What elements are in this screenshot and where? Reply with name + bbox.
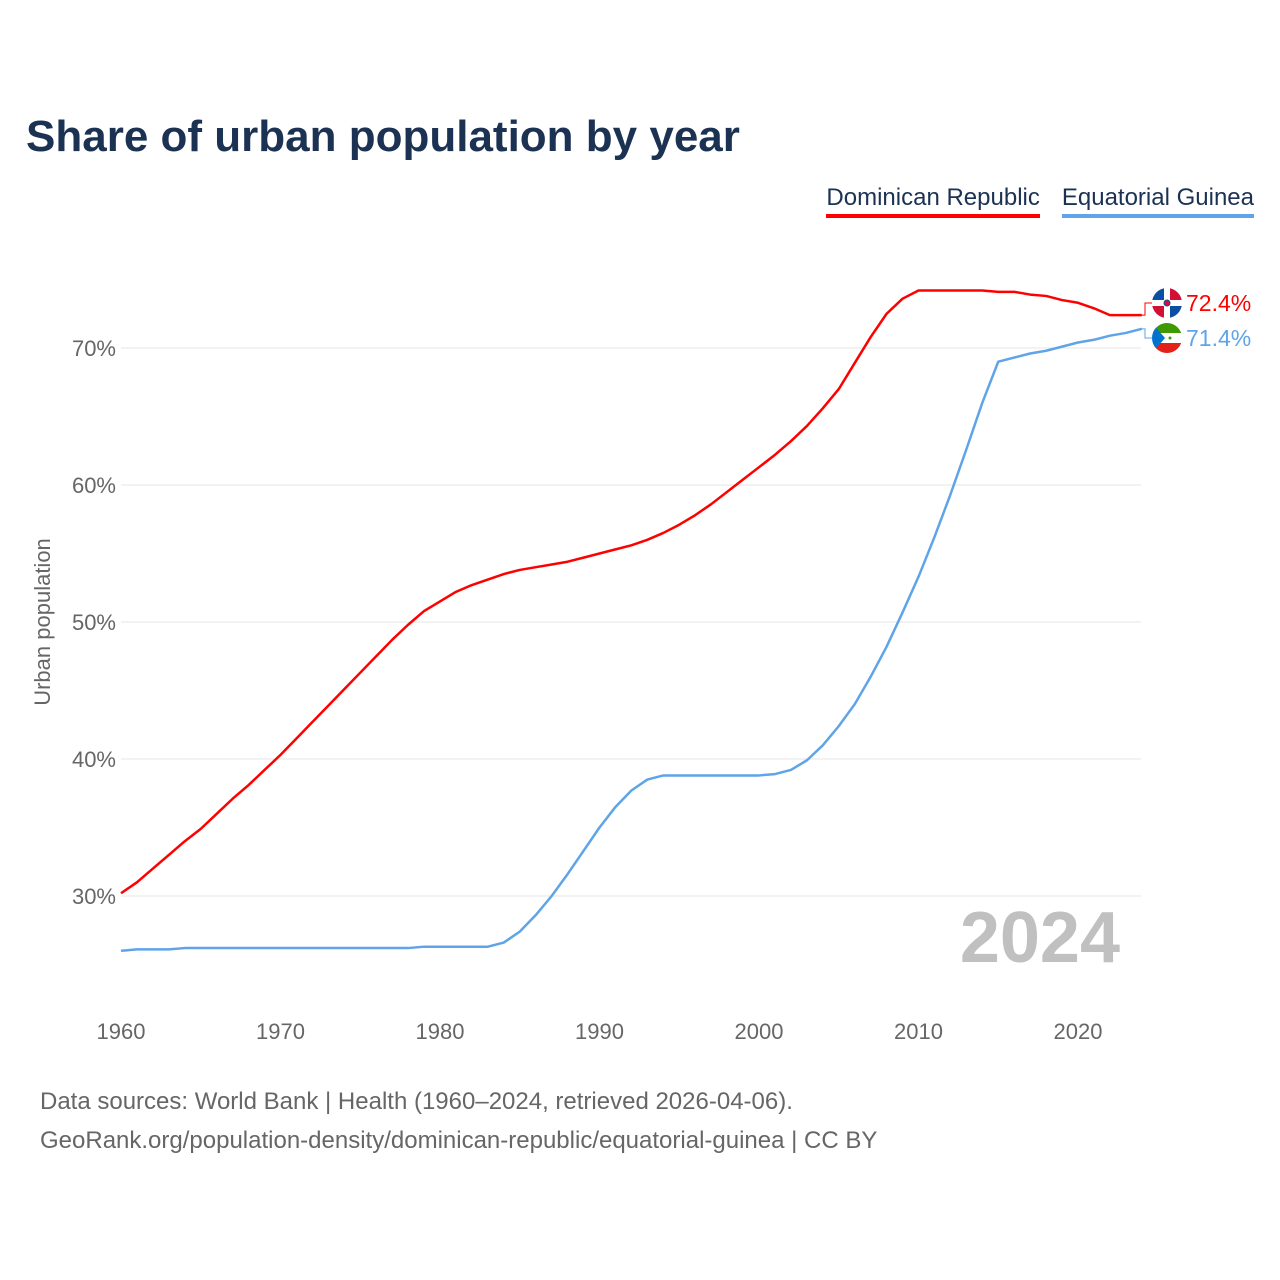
end-value-label: 71.4% xyxy=(1186,325,1251,351)
end-connector xyxy=(1141,302,1152,316)
legend-item-dominican-republic[interactable]: Dominican Republic xyxy=(826,184,1040,218)
y-tick-label: 40% xyxy=(72,747,116,772)
y-tick-label: 70% xyxy=(72,336,116,361)
source-link[interactable]: GeoRank.org/population-density/dominican… xyxy=(40,1127,878,1154)
flag-dominican-republic-icon xyxy=(1152,288,1182,318)
x-tick-label: 1990 xyxy=(575,1019,624,1044)
series-line-dominican-republic xyxy=(120,289,1142,895)
x-tick-label: 1960 xyxy=(97,1019,146,1044)
y-axis-label: Urban population xyxy=(30,538,55,706)
year-watermark: 2024 xyxy=(960,898,1120,978)
end-connector xyxy=(1141,328,1152,339)
x-tick-label: 1980 xyxy=(416,1019,465,1044)
flag-q xyxy=(1152,306,1164,318)
legend: Dominican Republic Equatorial Guinea xyxy=(826,184,1254,218)
legend-item-equatorial-guinea[interactable]: Equatorial Guinea xyxy=(1061,184,1254,218)
chart-title: Share of urban population by year xyxy=(26,112,740,161)
flag-q xyxy=(1170,288,1182,300)
end-value-label: 72.4% xyxy=(1186,290,1251,316)
x-tick-label: 2020 xyxy=(1054,1019,1103,1044)
flag-equatorial-guinea-icon xyxy=(1152,323,1182,353)
flag-triangle xyxy=(1152,323,1165,353)
flag-q xyxy=(1170,306,1182,318)
flag-emblem xyxy=(1163,299,1171,307)
flag-q xyxy=(1152,288,1164,300)
y-tick-label: 30% xyxy=(72,884,116,909)
y-tick-label: 60% xyxy=(72,473,116,498)
source-note: Data sources: World Bank | Health (1960–… xyxy=(40,1088,793,1115)
flag-stripe xyxy=(1152,333,1182,343)
flag-stripe xyxy=(1152,323,1182,333)
x-tick-label: 2000 xyxy=(735,1019,784,1044)
y-tick-label: 50% xyxy=(72,610,116,635)
x-tick-label: 2010 xyxy=(894,1019,943,1044)
flag-emblem xyxy=(1168,336,1172,340)
flag-stripe xyxy=(1152,343,1182,353)
flag-body xyxy=(1152,288,1182,318)
flag-body xyxy=(1152,323,1182,353)
x-tick-label: 1970 xyxy=(256,1019,305,1044)
series-line-equatorial-guinea xyxy=(120,327,1143,953)
